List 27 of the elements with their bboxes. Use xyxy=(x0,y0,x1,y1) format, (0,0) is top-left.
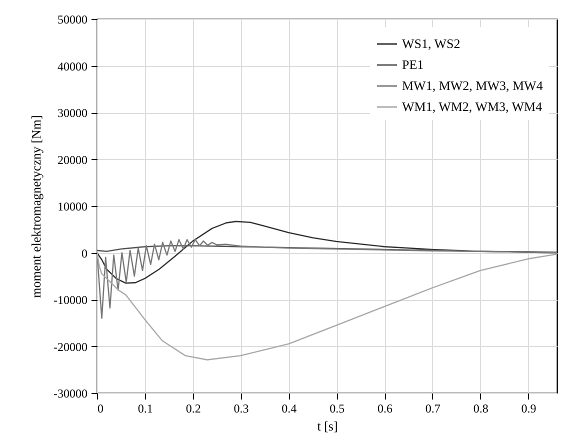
x-tick-label: 0.5 xyxy=(330,402,345,416)
x-tick-label: 0.9 xyxy=(521,402,536,416)
x-tick-label: 0.6 xyxy=(378,402,392,416)
y-tick-label: 0 xyxy=(82,246,88,260)
x-tick-label: 0.1 xyxy=(138,402,153,416)
x-tick-label: 0.8 xyxy=(473,402,488,416)
x-axis-title: t [s] xyxy=(317,418,338,434)
legend-label: WM1, WM2, WM3, WM4 xyxy=(402,99,543,114)
y-tick-label: -10000 xyxy=(54,293,88,307)
x-tick-label: 0.4 xyxy=(282,402,297,416)
x-tick-label: 0.2 xyxy=(186,402,201,416)
line-series xyxy=(97,252,557,360)
y-tick-label: 20000 xyxy=(58,152,88,167)
legend-label: PE1 xyxy=(402,57,424,72)
x-tick-label: 0.7 xyxy=(425,402,440,416)
legend-label: WS1, WS2 xyxy=(402,36,460,51)
y-tick-label: 30000 xyxy=(58,106,88,120)
line-series xyxy=(97,239,557,319)
x-tick-label: 0.3 xyxy=(234,402,249,416)
x-tick-label: 0 xyxy=(98,402,104,416)
y-tick-label: 10000 xyxy=(58,200,88,214)
y-tick-label: -20000 xyxy=(54,340,88,354)
legend-label: MW1, MW2, MW3, MW4 xyxy=(402,78,544,93)
y-axis-title: moment elektromagnetyczny [Nm] xyxy=(28,115,44,298)
y-tick-label: 40000 xyxy=(58,59,88,74)
y-tick-label: -30000 xyxy=(54,386,88,400)
y-tick-label: 50000 xyxy=(58,12,88,26)
